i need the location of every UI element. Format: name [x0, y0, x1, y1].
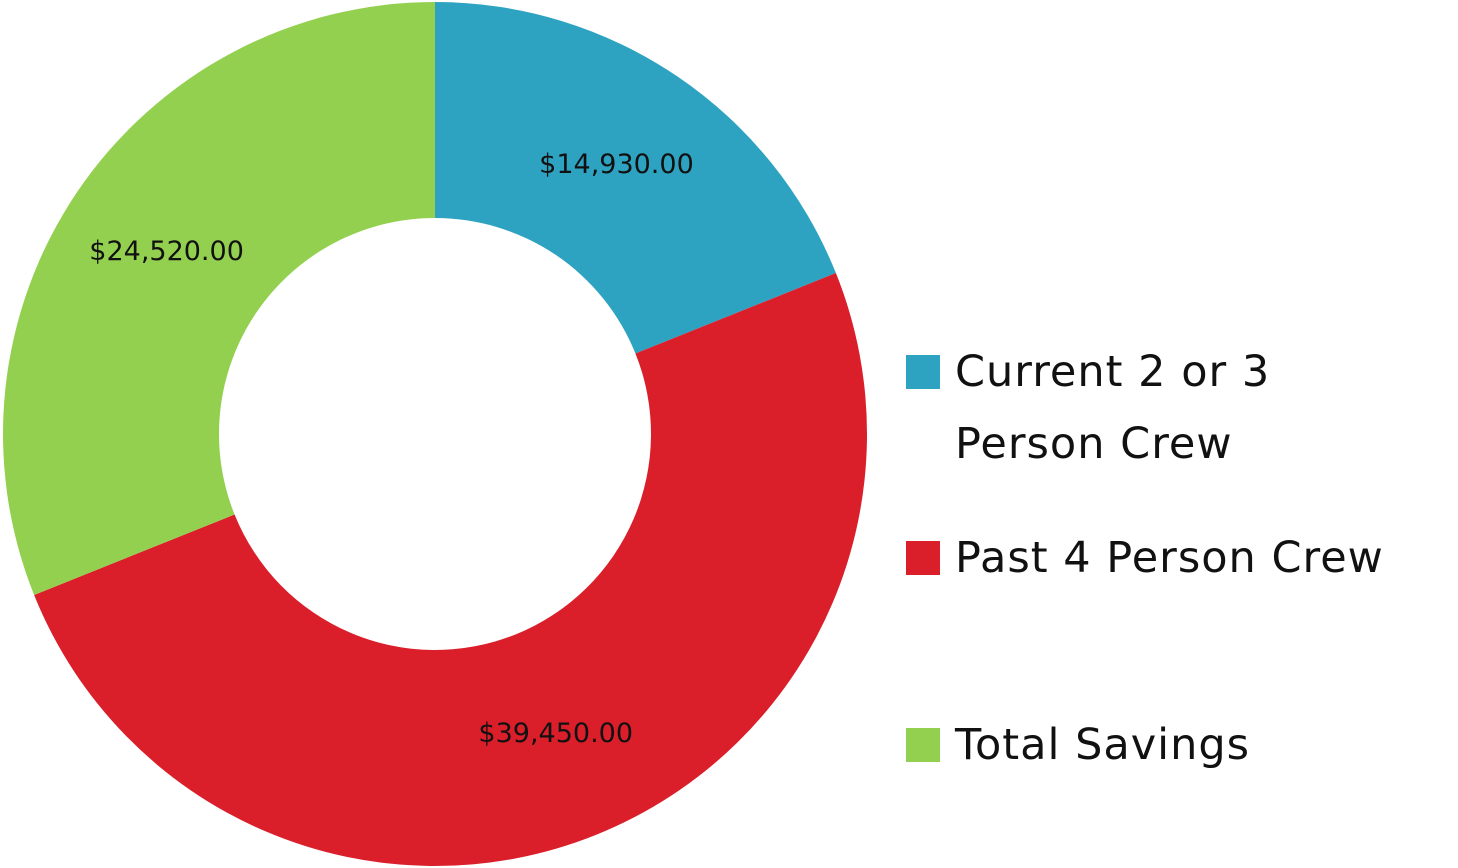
- value-label: $14,930.00: [539, 149, 694, 180]
- donut-slice: [34, 273, 867, 867]
- donut-slice: [2, 2, 436, 595]
- value-label: $39,450.00: [478, 718, 633, 749]
- legend-item: Past 4 Person Crew: [906, 522, 1458, 594]
- legend-label: Total Savings: [955, 720, 1251, 770]
- legend-item: Current 2 or 3 Person Crew: [906, 336, 1458, 480]
- legend-swatch: [906, 728, 940, 762]
- value-label: $24,520.00: [89, 236, 244, 267]
- legend-item: Total Savings: [906, 709, 1458, 781]
- legend-swatch: [906, 541, 940, 575]
- legend-swatch: [906, 355, 940, 389]
- legend-label: Current 2 or 3 Person Crew: [955, 347, 1271, 469]
- donut-slice: [435, 2, 836, 354]
- legend-label: Past 4 Person Crew: [955, 533, 1384, 583]
- chart: $14,930.00 $39,450.00 $24,520.00: [2, 2, 867, 867]
